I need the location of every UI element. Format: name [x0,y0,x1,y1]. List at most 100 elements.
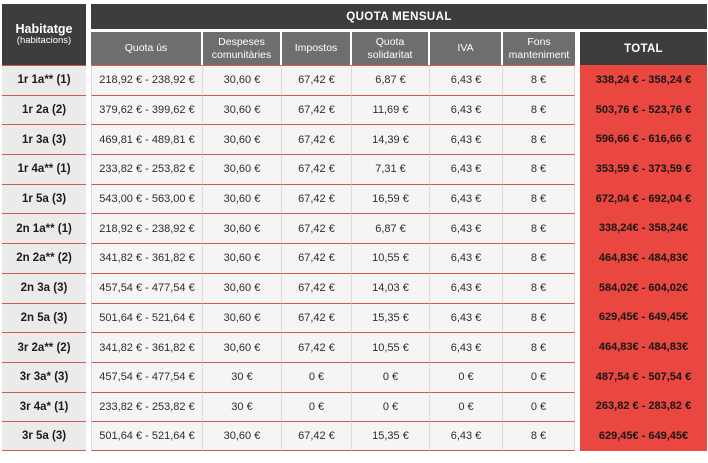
column-gutter [86,361,91,392]
row-label: 2n 3a (3) [2,272,86,303]
cell-value: 233,82 € - 253,82 € [91,154,203,184]
cell-value: 8 € [503,183,575,214]
column-gutter [575,272,580,303]
cell-value: 218,92 € - 238,92 € [91,65,203,95]
cell-value: 10,55 € [352,332,430,362]
cell-total: 338,24€ - 358,24€ [580,213,707,244]
column-gutter [575,332,580,362]
table-row: 2n 3a (3) 457,54 € - 477,54 €30,60 €67,42… [2,272,707,303]
cell-value: 67,42 € [282,154,352,184]
cell-value: 6,87 € [352,213,430,244]
column-gutter [86,332,91,362]
cell-value: 15,35 € [352,302,430,333]
column-gutter [86,421,91,451]
cell-value: 30 € [203,391,282,422]
column-header-iva: IVA [430,32,503,65]
column-gutter [575,65,580,95]
row-label: 1r 2a (2) [2,94,86,125]
cell-value: 379,62 € - 399,62 € [91,94,203,125]
table-row: 1r 4a** (1) 233,82 € - 253,82 €30,60 €67,… [2,154,707,184]
cell-value: 0 € [352,391,430,422]
cell-total: 584,02€ - 604,02€ [580,272,707,303]
cell-value: 11,69 € [352,94,430,125]
cell-value: 6,43 € [430,243,503,273]
cell-value: 469,81 € - 489,81 € [91,124,203,155]
cell-value: 30,60 € [203,213,282,244]
cell-value: 0 € [503,361,575,392]
row-label: 1r 1a** (1) [2,65,86,95]
cell-value: 6,43 € [430,94,503,125]
cell-total: 338,24 € - 358,24 € [580,65,707,95]
column-header-impostos: Impostos [282,32,352,65]
corner-subtitle: (habitacions) [16,35,72,47]
table-row: 2n 5a (3) 501,64 € - 521,64 €30,60 €67,42… [2,302,707,333]
table-row: 1r 5a (3) 543,00 € - 563,00 €30,60 €67,42… [2,183,707,214]
table-row: 3r 3a* (3) 457,54 € - 477,54 €30 €0 €0 €0… [2,361,707,392]
cell-value: 67,42 € [282,183,352,214]
table-row: 3r 4a* (1) 233,82 € - 253,82 €30 €0 €0 €0… [2,391,707,422]
cell-total: 629,45€ - 649,45€ [580,421,707,451]
table-row: 3r 2a** (2) 341,82 € - 361,82 €30,60 €67,… [2,332,707,362]
cell-value: 30,60 € [203,272,282,303]
cell-total: 487,54 € - 507,54 € [580,361,707,392]
table-row: 3r 5a (3) 501,64 € - 521,64 €30,60 €67,42… [2,421,707,451]
column-gutter [86,272,91,303]
column-gutter [86,124,91,155]
cell-value: 6,43 € [430,65,503,95]
column-gutter [575,421,580,451]
column-gutter [86,213,91,244]
cell-value: 15,35 € [352,421,430,451]
cell-value: 67,42 € [282,94,352,125]
cell-value: 14,39 € [352,124,430,155]
cell-value: 67,42 € [282,421,352,451]
cell-total: 263,82 € - 283,82 € [580,391,707,422]
cell-value: 6,43 € [430,272,503,303]
row-label: 3r 5a (3) [2,421,86,451]
column-gutter [575,361,580,392]
column-header-total: TOTAL [580,32,707,65]
cell-value: 6,43 € [430,154,503,184]
cell-total: 353,59 € - 373,59 € [580,154,707,184]
cell-total: 464,83€ - 484,83€ [580,243,707,273]
table-row: 1r 2a (2) 379,62 € - 399,62 €30,60 €67,42… [2,94,707,125]
cell-value: 8 € [503,272,575,303]
cell-total: 672,04 € - 692,04 € [580,183,707,214]
cell-value: 8 € [503,65,575,95]
column-gutter [575,391,580,422]
cell-value: 501,64 € - 521,64 € [91,302,203,333]
cell-total: 464,83€ - 484,83€ [580,332,707,362]
cell-value: 457,54 € - 477,54 € [91,361,203,392]
cell-value: 8 € [503,302,575,333]
cell-value: 0 € [282,361,352,392]
cell-value: 6,43 € [430,421,503,451]
row-label: 1r 4a** (1) [2,154,86,184]
cell-value: 67,42 € [282,302,352,333]
cell-value: 7,31 € [352,154,430,184]
cell-value: 67,42 € [282,243,352,273]
cell-total: 596,66 € - 616,66 € [580,124,707,155]
cell-value: 457,54 € - 477,54 € [91,272,203,303]
cell-value: 8 € [503,421,575,451]
cell-value: 8 € [503,243,575,273]
cell-value: 6,43 € [430,332,503,362]
cell-value: 341,82 € - 361,82 € [91,332,203,362]
table-row: 2n 2a** (2) 341,82 € - 361,82 €30,60 €67,… [2,243,707,273]
row-label: 2n 1a** (1) [2,213,86,244]
table-row: 2n 1a** (1) 218,92 € - 238,92 €30,60 €67,… [2,213,707,244]
cell-value: 218,92 € - 238,92 € [91,213,203,244]
column-gutter [86,243,91,273]
cell-total: 503,76 € - 523,76 € [580,94,707,125]
corner-header: Habitatge (habitacions) [2,4,86,65]
cell-value: 67,42 € [282,65,352,95]
column-gutter [86,302,91,333]
row-label: 3r 4a* (1) [2,391,86,422]
cell-value: 6,87 € [352,65,430,95]
column-gutter [575,243,580,273]
cell-value: 30,60 € [203,154,282,184]
column-gutter [86,94,91,125]
cell-value: 6,43 € [430,183,503,214]
cell-value: 6,43 € [430,124,503,155]
cell-value: 8 € [503,154,575,184]
column-gutter [575,94,580,125]
column-gutter [575,183,580,214]
